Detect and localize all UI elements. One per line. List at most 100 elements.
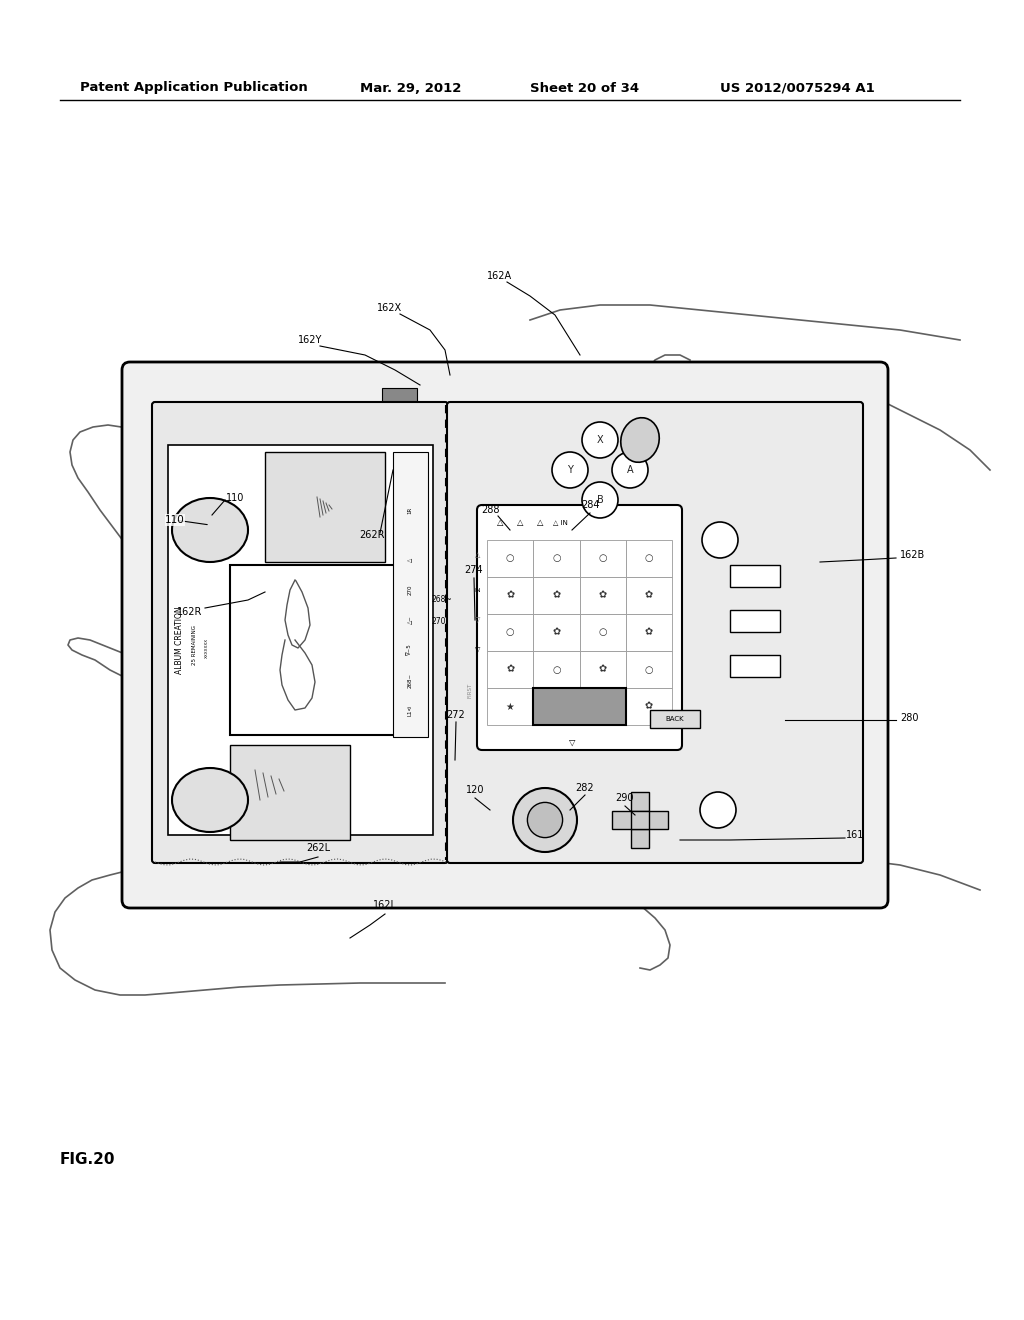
Bar <box>650 710 700 729</box>
Bar <box>730 655 780 677</box>
Text: 162R: 162R <box>177 607 203 616</box>
Text: 280: 280 <box>900 713 919 723</box>
Text: 162X: 162X <box>378 304 402 313</box>
Text: 270: 270 <box>408 585 413 595</box>
Bar <box>230 565 395 735</box>
Bar <box>631 810 649 829</box>
Text: ✿: ✿ <box>506 590 514 601</box>
Bar <box>265 451 385 562</box>
Text: X: X <box>597 436 603 445</box>
Text: 162L: 162L <box>373 900 397 909</box>
Text: 110: 110 <box>165 515 185 525</box>
Bar <box>534 577 580 614</box>
Text: 162B: 162B <box>900 550 926 560</box>
Text: △: △ <box>537 517 544 527</box>
Text: ▽: ▽ <box>475 616 480 623</box>
Text: ○: ○ <box>645 664 653 675</box>
Text: △ IN: △ IN <box>553 519 567 525</box>
Text: ○: ○ <box>598 553 607 564</box>
Text: ✿: ✿ <box>645 590 653 601</box>
Text: 272: 272 <box>446 710 465 719</box>
Text: 284: 284 <box>581 500 599 510</box>
Circle shape <box>612 451 648 488</box>
Bar <box>487 651 534 688</box>
Text: ★: ★ <box>506 701 514 711</box>
Text: ○: ○ <box>552 553 560 564</box>
Text: ○: ○ <box>506 553 514 564</box>
Text: ▽: ▽ <box>475 647 480 653</box>
Ellipse shape <box>172 768 248 832</box>
Text: ○: ○ <box>598 627 607 638</box>
Text: Mar. 29, 2012: Mar. 29, 2012 <box>360 82 462 95</box>
Text: L1⊲: L1⊲ <box>408 705 413 715</box>
Text: Sheet 20 of 34: Sheet 20 of 34 <box>530 82 639 95</box>
Text: BACK: BACK <box>666 715 684 722</box>
Bar <box>487 614 534 651</box>
Text: ✿: ✿ <box>599 590 606 601</box>
Bar <box>626 688 672 725</box>
Circle shape <box>552 451 588 488</box>
Bar <box>580 614 626 651</box>
FancyBboxPatch shape <box>152 403 449 863</box>
FancyBboxPatch shape <box>477 506 682 750</box>
Bar <box>626 577 672 614</box>
Text: Y: Y <box>567 465 573 475</box>
Text: 288: 288 <box>480 506 500 515</box>
Text: XXXXXXX: XXXXXXX <box>205 638 209 659</box>
Bar <box>487 577 534 614</box>
Text: ✿: ✿ <box>552 627 560 638</box>
Bar <box>612 810 668 829</box>
Text: ∇~5: ∇~5 <box>408 644 413 656</box>
Circle shape <box>700 792 736 828</box>
Bar <box>534 540 580 577</box>
Text: Patent Application Publication: Patent Application Publication <box>80 82 308 95</box>
Text: A: A <box>627 465 633 475</box>
Text: 274: 274 <box>465 565 483 576</box>
Text: ■: ■ <box>552 701 561 711</box>
Text: 162Y: 162Y <box>298 335 323 345</box>
Bar <box>580 540 626 577</box>
Text: 282: 282 <box>575 783 594 793</box>
Bar <box>631 792 649 847</box>
Text: 161: 161 <box>846 830 864 840</box>
Text: ✿: ✿ <box>645 627 653 638</box>
Text: FIRST: FIRST <box>468 682 472 698</box>
Text: ✿: ✿ <box>506 664 514 675</box>
Bar <box>626 540 672 577</box>
Bar <box>626 614 672 651</box>
Text: 120: 120 <box>466 785 484 795</box>
Bar <box>580 688 626 725</box>
Ellipse shape <box>172 498 248 562</box>
Circle shape <box>527 803 562 838</box>
Text: △: △ <box>408 558 413 562</box>
Bar <box>580 577 626 614</box>
Text: US 2012/0075294 A1: US 2012/0075294 A1 <box>720 82 874 95</box>
Text: 290: 290 <box>615 793 634 803</box>
Text: ○: ○ <box>506 627 514 638</box>
Bar <box>580 651 626 688</box>
Circle shape <box>513 788 577 851</box>
Bar <box>534 614 580 651</box>
Text: IN: IN <box>475 587 481 593</box>
Bar <box>393 451 428 737</box>
Text: 1R: 1R <box>408 507 413 513</box>
Text: △: △ <box>517 517 523 527</box>
Bar <box>382 388 417 401</box>
Bar <box>230 744 350 840</box>
Text: ○: ○ <box>645 553 653 564</box>
Text: 268~: 268~ <box>432 595 453 605</box>
Text: △: △ <box>497 517 503 527</box>
Bar <box>534 688 626 725</box>
Text: 110: 110 <box>226 492 244 503</box>
Text: △: △ <box>475 552 480 558</box>
FancyBboxPatch shape <box>447 403 863 863</box>
Bar <box>487 540 534 577</box>
Text: 262L: 262L <box>306 843 330 853</box>
Text: 268~: 268~ <box>408 672 413 688</box>
Bar <box>730 565 780 587</box>
Text: ✿: ✿ <box>552 590 560 601</box>
Text: ★: ★ <box>598 701 607 711</box>
Text: 262R: 262R <box>359 531 385 540</box>
Text: 270: 270 <box>432 618 446 627</box>
Bar <box>534 688 580 725</box>
